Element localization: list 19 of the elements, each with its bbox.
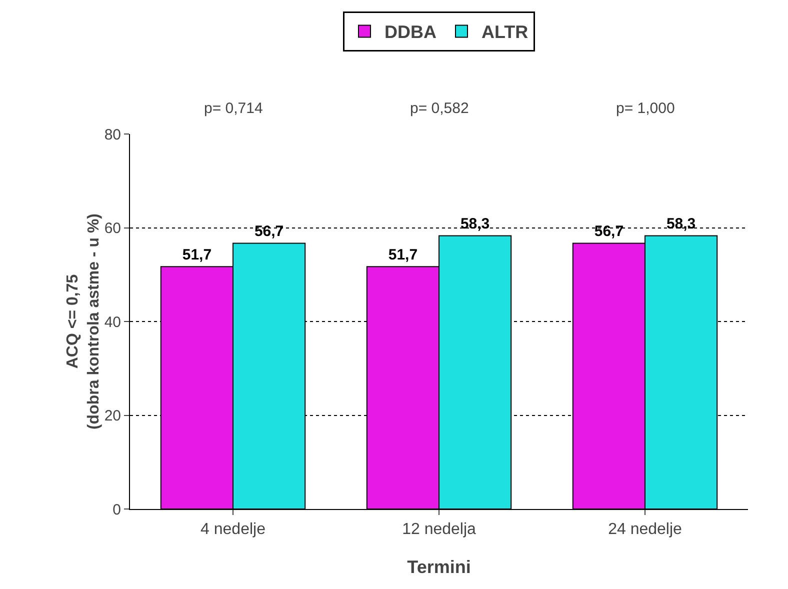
- data-label: 51,7: [182, 246, 212, 264]
- y-tick-label: 0: [112, 501, 121, 518]
- x-tick-label: 12 nedelja: [402, 521, 476, 538]
- y-axis-title: ACQ <= 0,75 (dobra kontrola astme - u %): [64, 213, 102, 430]
- data-label: 56,7: [594, 223, 624, 240]
- x-axis-title: Termini: [407, 557, 471, 577]
- legend-label: DDBA: [384, 22, 436, 42]
- data-label: 51,7: [388, 246, 418, 264]
- y-tick-label: 80: [104, 126, 121, 144]
- y-tick-label: 20: [104, 408, 121, 424]
- text: p= 0,714: [204, 100, 263, 117]
- y-tick-label: 60: [104, 220, 121, 237]
- text: p= 1,000: [616, 100, 675, 117]
- legend-label: ALTR: [482, 22, 528, 42]
- text: p= 0,582: [410, 100, 469, 117]
- x-tick-label: 24 nedelje: [608, 521, 682, 538]
- data-label: 56,7: [254, 223, 284, 240]
- x-tick-label: 4 nedelje: [200, 521, 266, 538]
- y-tick-label: 40: [104, 314, 121, 331]
